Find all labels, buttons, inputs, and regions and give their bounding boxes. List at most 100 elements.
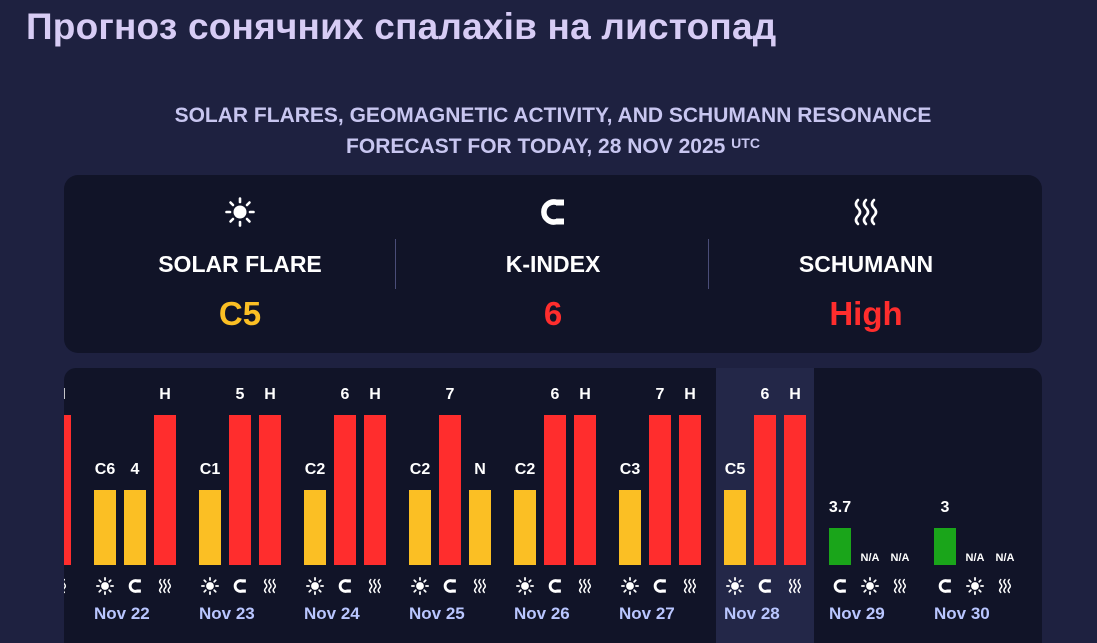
sun-icon — [964, 575, 986, 597]
waves-icon — [889, 575, 911, 597]
magnet-icon — [439, 575, 461, 597]
sun-icon — [514, 575, 536, 597]
forecast-subtitle: SOLAR FLARES, GEOMAGNETIC ACTIVITY, AND … — [0, 100, 1097, 162]
daily-forecast-timeline[interactable]: H C6 4 H Nov 22 C1 5 H Nov 23 C2 6 H Nov 24 C2 7 N Nov 2… — [64, 368, 1042, 643]
waves-icon — [154, 575, 176, 597]
waves-icon — [574, 575, 596, 597]
day-nov-28-flare-value: C5 — [724, 461, 746, 478]
day-nov-26-flare-value: C2 — [514, 461, 536, 478]
day-nov-23-date-label[interactable]: Nov 23 — [199, 604, 255, 623]
day-nov-26-flare-bar — [514, 490, 536, 565]
sun-icon — [199, 575, 221, 597]
magnet-icon — [124, 575, 146, 597]
solar-flare-value: C5 — [218, 295, 262, 332]
subtitle-line-2: FORECAST FOR TODAY, 28 NOV 2025 UTC — [0, 131, 1097, 162]
day-nov-22-schumann-value: H — [159, 386, 171, 403]
day-nov-29-date-label[interactable]: Nov 29 — [829, 604, 885, 623]
magnet-icon — [334, 575, 356, 597]
day-nov-24-k-index-bar — [334, 415, 356, 565]
waves-icon — [259, 575, 281, 597]
day-nov-25-date-label[interactable]: Nov 25 — [409, 604, 465, 623]
summary-schumann: SCHUMANN High — [710, 175, 1022, 353]
sun-icon — [859, 575, 881, 597]
day-nov-28-schumann-bar — [784, 415, 806, 565]
waves-icon — [364, 575, 386, 597]
day-nov-27-date-label[interactable]: Nov 27 — [619, 604, 675, 623]
summary-divider — [708, 239, 709, 289]
sun-icon — [409, 575, 431, 597]
sun-icon — [84, 195, 396, 229]
day-nov-24-flare-value: C2 — [304, 461, 326, 478]
magnet-icon — [397, 195, 709, 229]
magnet-icon — [754, 575, 776, 597]
day-nov-25-schumann-value: N — [474, 461, 486, 478]
day-nov-24-date-label[interactable]: Nov 24 — [304, 604, 360, 623]
day-nov-22-k-index-value: 4 — [130, 461, 140, 478]
utc-label: UTC — [731, 135, 760, 151]
day-nov-23-schumann-value: H — [264, 386, 276, 403]
k-index-value: 6 — [543, 295, 563, 332]
k-index-label: K-INDEX — [505, 251, 601, 277]
summary-solar-flare: SOLAR FLARE C5 — [84, 175, 396, 353]
summary-card: SOLAR FLARE C5 K-INDEX 6 SCHUMANN High — [64, 175, 1042, 353]
day-nov-22-flare-bar — [94, 490, 116, 565]
day-nov-30-flare-na: N/A — [965, 552, 985, 564]
day-nov-30-schumann-na: N/A — [995, 552, 1015, 564]
waves-icon — [469, 575, 491, 597]
sun-icon — [724, 575, 746, 597]
day-nov-23-flare-value: C1 — [199, 461, 221, 478]
day-nov-22-date-label[interactable]: Nov 22 — [94, 604, 150, 623]
day-nov-25-k-index-bar — [439, 415, 461, 565]
day-nov-30-k-index-value: 3 — [940, 499, 950, 516]
day-prev-schumann-value: H — [64, 386, 78, 404]
summary-k-index: K-INDEX 6 — [397, 175, 709, 353]
day-nov-26-k-index-value: 6 — [550, 386, 560, 403]
day-nov-22-schumann-bar — [154, 415, 176, 565]
magnet-icon — [544, 575, 566, 597]
page-title: Прогноз сонячних спалахів на листопад — [26, 6, 777, 47]
waves-icon — [679, 575, 701, 597]
day-nov-28-flare-bar — [724, 490, 746, 565]
waves-icon — [784, 575, 806, 597]
day-nov-27-flare-bar — [619, 490, 641, 565]
day-nov-27-flare-value: C3 — [619, 461, 641, 478]
magnet-icon — [829, 575, 851, 597]
day-prev-schumann-bar — [64, 415, 71, 565]
day-nov-25-k-index-value: 7 — [445, 386, 455, 403]
day-nov-24-flare-bar — [304, 490, 326, 565]
day-nov-27-schumann-bar — [679, 415, 701, 565]
day-nov-25-schumann-bar — [469, 490, 491, 565]
summary-divider — [395, 239, 396, 289]
day-nov-24-schumann-value: H — [369, 386, 381, 403]
day-nov-23-schumann-bar — [259, 415, 281, 565]
day-nov-28-k-index-bar — [754, 415, 776, 565]
day-nov-28-schumann-value: H — [789, 386, 801, 403]
sun-icon — [304, 575, 326, 597]
day-nov-26-date-label[interactable]: Nov 26 — [514, 604, 570, 623]
solar-flare-label: SOLAR FLARE — [158, 251, 322, 277]
day-nov-22-k-index-bar — [124, 490, 146, 565]
subtitle-line-2-text: FORECAST FOR TODAY, 28 NOV 2025 — [346, 135, 726, 158]
subtitle-line-1: SOLAR FLARES, GEOMAGNETIC ACTIVITY, AND … — [174, 104, 932, 127]
day-nov-28-date-label[interactable]: Nov 28 — [724, 604, 780, 623]
waves-icon — [710, 195, 1022, 229]
day-nov-27-k-index-bar — [649, 415, 671, 565]
magnet-icon — [934, 575, 956, 597]
day-nov-27-k-index-value: 7 — [655, 386, 665, 403]
day-nov-23-flare-bar — [199, 490, 221, 565]
schumann-label: SCHUMANN — [798, 251, 934, 277]
day-nov-29-k-index-bar — [829, 528, 851, 565]
waves-icon — [64, 575, 71, 597]
day-nov-29-k-index-value: 3.7 — [828, 499, 852, 516]
day-nov-24-k-index-value: 6 — [340, 386, 350, 403]
sun-icon — [619, 575, 641, 597]
day-nov-23-k-index-value: 5 — [235, 386, 245, 403]
day-nov-24-schumann-bar — [364, 415, 386, 565]
day-nov-29-schumann-na: N/A — [890, 552, 910, 564]
magnet-icon — [229, 575, 251, 597]
day-nov-30-date-label[interactable]: Nov 30 — [934, 604, 990, 623]
day-nov-25-flare-value: C2 — [409, 461, 431, 478]
day-nov-29-flare-na: N/A — [860, 552, 880, 564]
day-nov-30-k-index-bar — [934, 528, 956, 565]
day-nov-27-schumann-value: H — [684, 386, 696, 403]
